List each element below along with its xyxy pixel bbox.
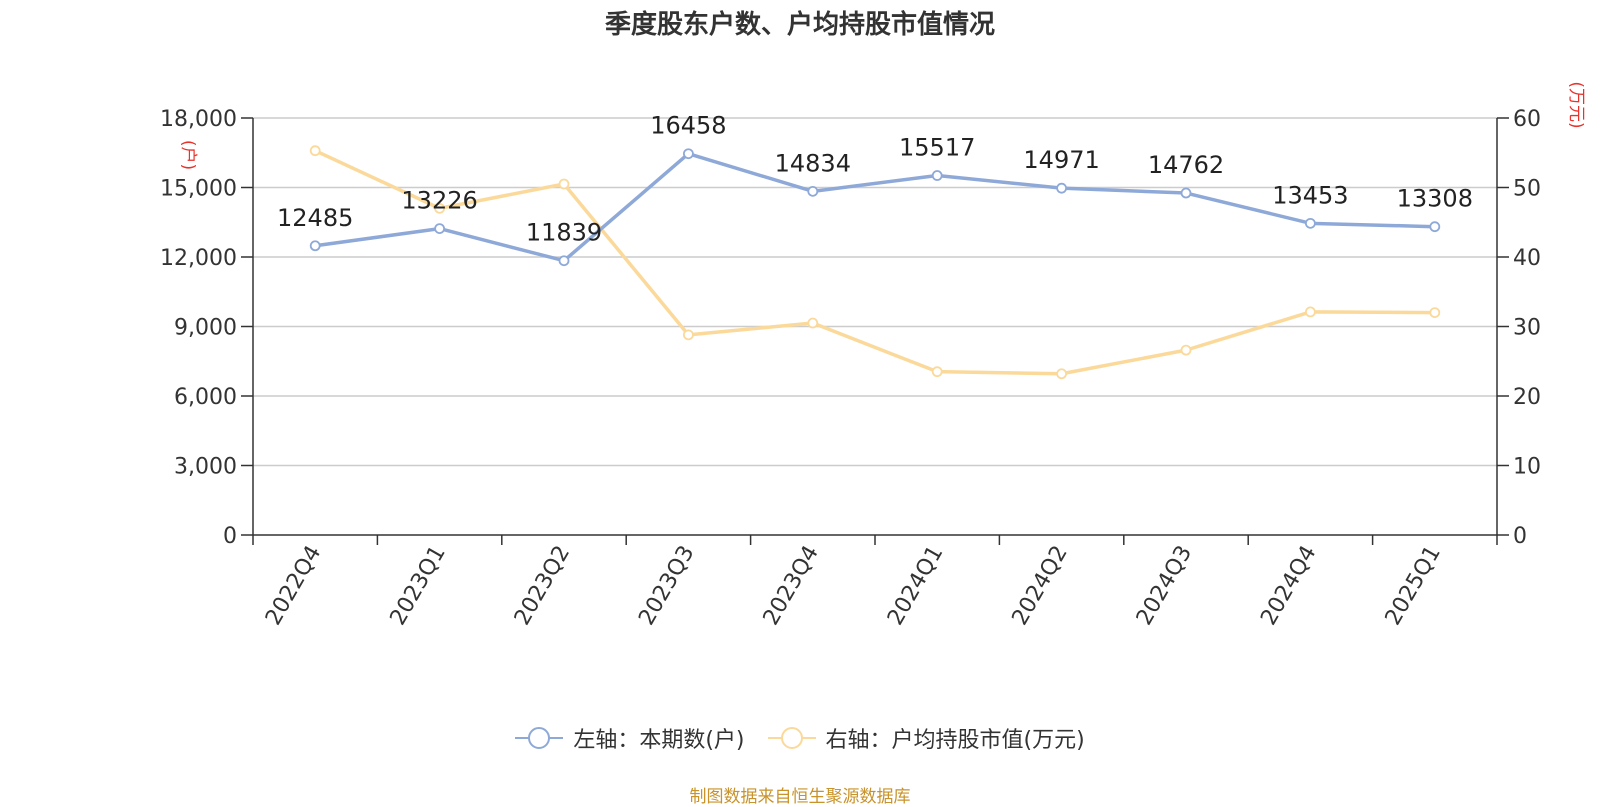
series-line-right <box>314 149 1435 376</box>
data-label: 13226 <box>401 187 477 215</box>
right-tick-label: 60 <box>1513 107 1541 132</box>
point-left <box>1056 182 1067 194</box>
data-label: 14834 <box>775 149 851 177</box>
point-left <box>434 223 446 234</box>
point-left <box>1305 217 1316 229</box>
point-right <box>931 366 943 378</box>
data-label: 13453 <box>1272 181 1348 209</box>
right-tick-label: 50 <box>1513 177 1541 202</box>
x-tick-label: 2025Q1 <box>1381 542 1446 630</box>
point-right <box>807 317 819 329</box>
legend-item-left-series[interactable]: 左轴：本期数(户) <box>515 722 745 754</box>
point-right <box>683 329 694 341</box>
left-tick-label: 15,000 <box>160 177 237 202</box>
legend-label-left: 左轴：本期数(户) <box>573 728 745 753</box>
legend-marker-left <box>515 725 564 751</box>
point-left <box>1429 221 1441 233</box>
legend-circle <box>528 727 551 749</box>
point-left <box>558 255 570 267</box>
data-label: 14971 <box>1023 146 1099 174</box>
left-tick-label: 0 <box>223 524 237 549</box>
data-label: 11839 <box>526 219 602 247</box>
x-tick-label: 2023Q1 <box>385 542 450 630</box>
x-tick-label: 2024Q4 <box>1256 542 1321 630</box>
point-left <box>807 185 819 197</box>
left-tick-label: 6,000 <box>174 385 237 410</box>
x-tick-label: 2024Q1 <box>883 541 948 629</box>
point-right <box>1180 344 1192 356</box>
x-tick-label: 2024Q2 <box>1007 542 1072 630</box>
left-tick-label: 3,000 <box>174 455 237 480</box>
legend-marker-right <box>767 725 816 751</box>
left-tick-label: 12,000 <box>160 246 237 271</box>
point-right <box>1056 368 1067 380</box>
data-label: 12485 <box>277 204 353 232</box>
legend-circle <box>780 727 803 749</box>
x-tick-label: 2023Q3 <box>634 542 699 630</box>
point-right <box>309 145 321 157</box>
right-tick-label: 10 <box>1513 455 1541 480</box>
x-tick-label: 2024Q3 <box>1132 542 1197 630</box>
x-tick-label: 2022Q4 <box>261 542 326 630</box>
point-right <box>434 202 446 214</box>
point-left <box>1180 187 1192 199</box>
left-axis-unit: (户) <box>178 140 198 170</box>
left-tick-label: 18,000 <box>160 107 237 132</box>
legend: 左轴：本期数(户) 右轴：户均持股市值(万元) <box>0 722 1600 757</box>
point-right <box>1305 306 1316 318</box>
x-tick-label: 2023Q2 <box>510 542 575 630</box>
series-line-left <box>314 151 1435 263</box>
chart-canvas: 0 0 3,000 10 6,000 20 9,000 30 12,000 40 15,000 50 1… <box>160 81 1586 630</box>
point-left <box>309 240 321 252</box>
left-tick-label: 9,000 <box>174 316 237 341</box>
right-tick-label: 0 <box>1513 524 1527 549</box>
data-label: 15517 <box>899 134 975 162</box>
point-right <box>1429 307 1441 319</box>
right-tick-label: 40 <box>1513 246 1541 271</box>
legend-item-right-series[interactable]: 右轴：户均持股市值(万元) <box>767 722 1085 754</box>
legend-label-right: 右轴：户均持股市值(万元) <box>825 728 1085 753</box>
chart-title: 季度股东户数、户均持股市值情况 <box>604 10 995 40</box>
data-label: 13308 <box>1397 185 1473 213</box>
right-axis-unit: (万元) <box>1566 81 1586 128</box>
point-right <box>558 178 570 190</box>
x-tick-label: 2023Q4 <box>759 542 824 630</box>
right-tick-label: 20 <box>1513 385 1541 410</box>
point-left <box>931 170 943 181</box>
right-tick-label: 30 <box>1513 316 1541 341</box>
data-label: 14762 <box>1148 151 1224 179</box>
point-left <box>683 148 694 160</box>
data-label: 16458 <box>650 112 726 140</box>
source-note: 制图数据来自恒生聚源数据库 <box>689 787 911 807</box>
